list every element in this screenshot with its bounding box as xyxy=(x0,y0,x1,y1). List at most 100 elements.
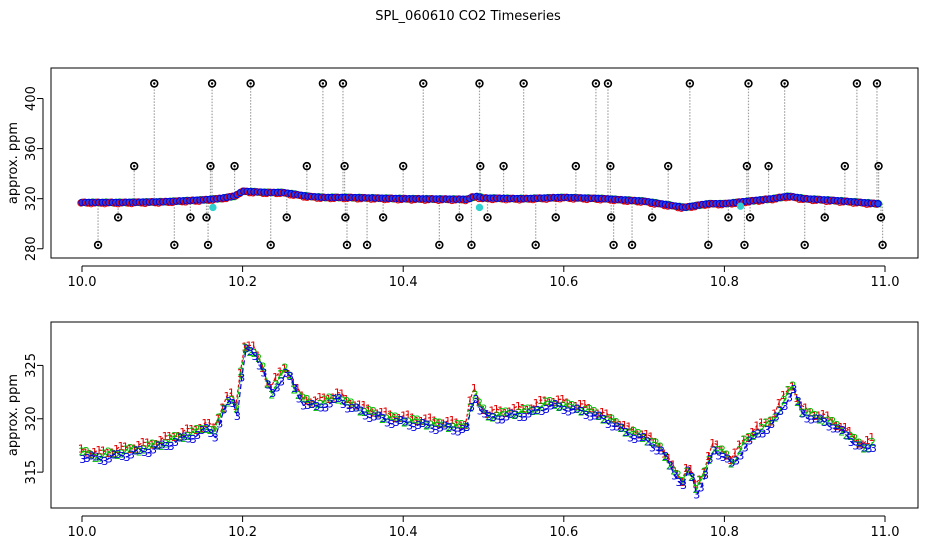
series-3-marker: 3 xyxy=(835,422,842,435)
bottom-x-axis: 10.0 10.2 10.4 10.6 10.8 11.0 xyxy=(68,515,899,540)
series-1-marker: 1 xyxy=(347,398,354,411)
series-1-marker: 1 xyxy=(329,391,336,404)
series-3-marker: 3 xyxy=(331,393,338,406)
series-2-marker: 2 xyxy=(675,468,682,481)
series-2-marker: 2 xyxy=(745,431,752,444)
series-2-marker: 2 xyxy=(520,403,527,416)
series-2-marker: 2 xyxy=(136,445,143,458)
series-1-marker: 1 xyxy=(201,417,208,430)
series-1-marker: 1 xyxy=(758,416,765,429)
series-1-marker: 1 xyxy=(550,396,557,409)
outlier-point xyxy=(704,240,713,250)
series-2-marker: 2 xyxy=(405,416,412,429)
outlier-point xyxy=(606,213,616,222)
outlier-point xyxy=(129,161,139,171)
series-2-marker: 2 xyxy=(317,398,324,411)
series-2-marker: 2 xyxy=(290,383,297,396)
series-3-marker: 3 xyxy=(742,441,749,454)
series-3-marker: 3 xyxy=(636,431,643,444)
series-3-marker: 3 xyxy=(349,402,356,415)
series-3-marker: 3 xyxy=(199,424,206,437)
series-2-marker: 2 xyxy=(83,445,90,458)
series-2-marker: 2 xyxy=(162,437,169,450)
series-3-marker: 3 xyxy=(865,442,872,455)
top-plot-frame xyxy=(50,67,919,259)
outlier-point-dot xyxy=(365,243,369,247)
series-2-marker: 2 xyxy=(299,392,306,405)
series-1-marker: 1 xyxy=(546,396,553,409)
outlier-point xyxy=(571,161,581,171)
series-3-marker: 3 xyxy=(375,409,382,422)
series-2-marker: 2 xyxy=(759,422,766,435)
series-3-marker: 3 xyxy=(229,397,236,410)
x-tick-label: 10.4 xyxy=(389,525,418,540)
series-1-marker: 1 xyxy=(515,400,522,413)
series-1-marker: 1 xyxy=(714,439,721,452)
series-2-marker: 2 xyxy=(723,449,730,462)
series-1-marker: 1 xyxy=(564,397,571,410)
series-2-marker: 2 xyxy=(229,394,236,407)
series-1-marker: 1 xyxy=(594,407,601,420)
series-3-marker: 3 xyxy=(141,446,148,459)
outlier-point xyxy=(338,79,348,88)
series-2-marker: 2 xyxy=(260,360,267,373)
outlier-point xyxy=(266,240,275,250)
series-2-marker: 2 xyxy=(211,424,218,437)
series-2-marker: 2 xyxy=(772,412,779,425)
outlier-point xyxy=(467,240,476,250)
series-1-marker: 1 xyxy=(519,402,526,415)
outlier-point xyxy=(378,213,388,222)
series-2-marker: 2 xyxy=(798,407,805,420)
series-2-marker: 2 xyxy=(869,436,876,449)
series-1-marker: 1 xyxy=(453,417,460,430)
series-3-marker: 3 xyxy=(729,457,736,470)
outlier-point-dot xyxy=(609,164,612,168)
outlier-point xyxy=(603,79,613,88)
series-2-marker: 2 xyxy=(551,399,558,412)
outlier-point-dot xyxy=(534,243,537,247)
series-2-marker: 2 xyxy=(812,409,819,422)
series-1-marker: 1 xyxy=(435,418,442,431)
series-3-marker: 3 xyxy=(278,375,285,388)
outlier-point xyxy=(435,240,444,250)
series-1-marker: 1 xyxy=(625,420,632,433)
outlier-point-dot xyxy=(344,216,347,219)
series-3-marker: 3 xyxy=(574,402,581,415)
series-3-marker: 3 xyxy=(764,424,771,437)
series-2-marker: 2 xyxy=(631,425,638,438)
series-3-marker: 3 xyxy=(344,403,351,416)
series-1-marker: 1 xyxy=(113,443,120,456)
outlier-point-dot xyxy=(767,164,770,168)
series-1-marker: 1 xyxy=(599,406,606,419)
outlier-point-dot xyxy=(745,164,749,168)
series-2-marker: 2 xyxy=(184,430,191,443)
series-1-marker: 1 xyxy=(299,390,306,403)
series-2-marker: 2 xyxy=(109,447,116,460)
series-3-marker: 3 xyxy=(190,433,197,446)
series-3-marker: 3 xyxy=(88,450,95,463)
series-2-marker: 2 xyxy=(419,417,426,430)
top-x-axis: 10.0 10.2 10.4 10.6 10.8 11.0 xyxy=(68,265,899,290)
series-3-marker: 3 xyxy=(464,421,471,434)
series-3-marker: 3 xyxy=(759,427,766,440)
series-3-marker: 3 xyxy=(852,439,859,452)
series-1-marker: 1 xyxy=(723,450,730,463)
series-3-marker: 3 xyxy=(561,404,568,417)
series-3-marker: 3 xyxy=(97,454,104,467)
series-3-marker: 3 xyxy=(274,382,281,395)
cyan-point xyxy=(475,203,484,212)
outlier-point-dot xyxy=(233,164,236,168)
series-3-marker: 3 xyxy=(371,411,378,424)
series-1-marker: 1 xyxy=(736,439,743,452)
series-1-marker: 1 xyxy=(100,445,107,458)
outlier-point xyxy=(340,161,349,171)
outlier-point xyxy=(455,213,464,222)
series-3-marker: 3 xyxy=(508,408,515,421)
outlier-point-dot xyxy=(173,243,176,247)
outlier-point xyxy=(170,240,179,250)
series-1-marker: 1 xyxy=(488,404,495,417)
outlier-point xyxy=(872,79,882,88)
series-3-marker: 3 xyxy=(393,416,400,429)
series-2-marker: 2 xyxy=(560,399,567,412)
outlier-point-dot xyxy=(574,164,578,168)
